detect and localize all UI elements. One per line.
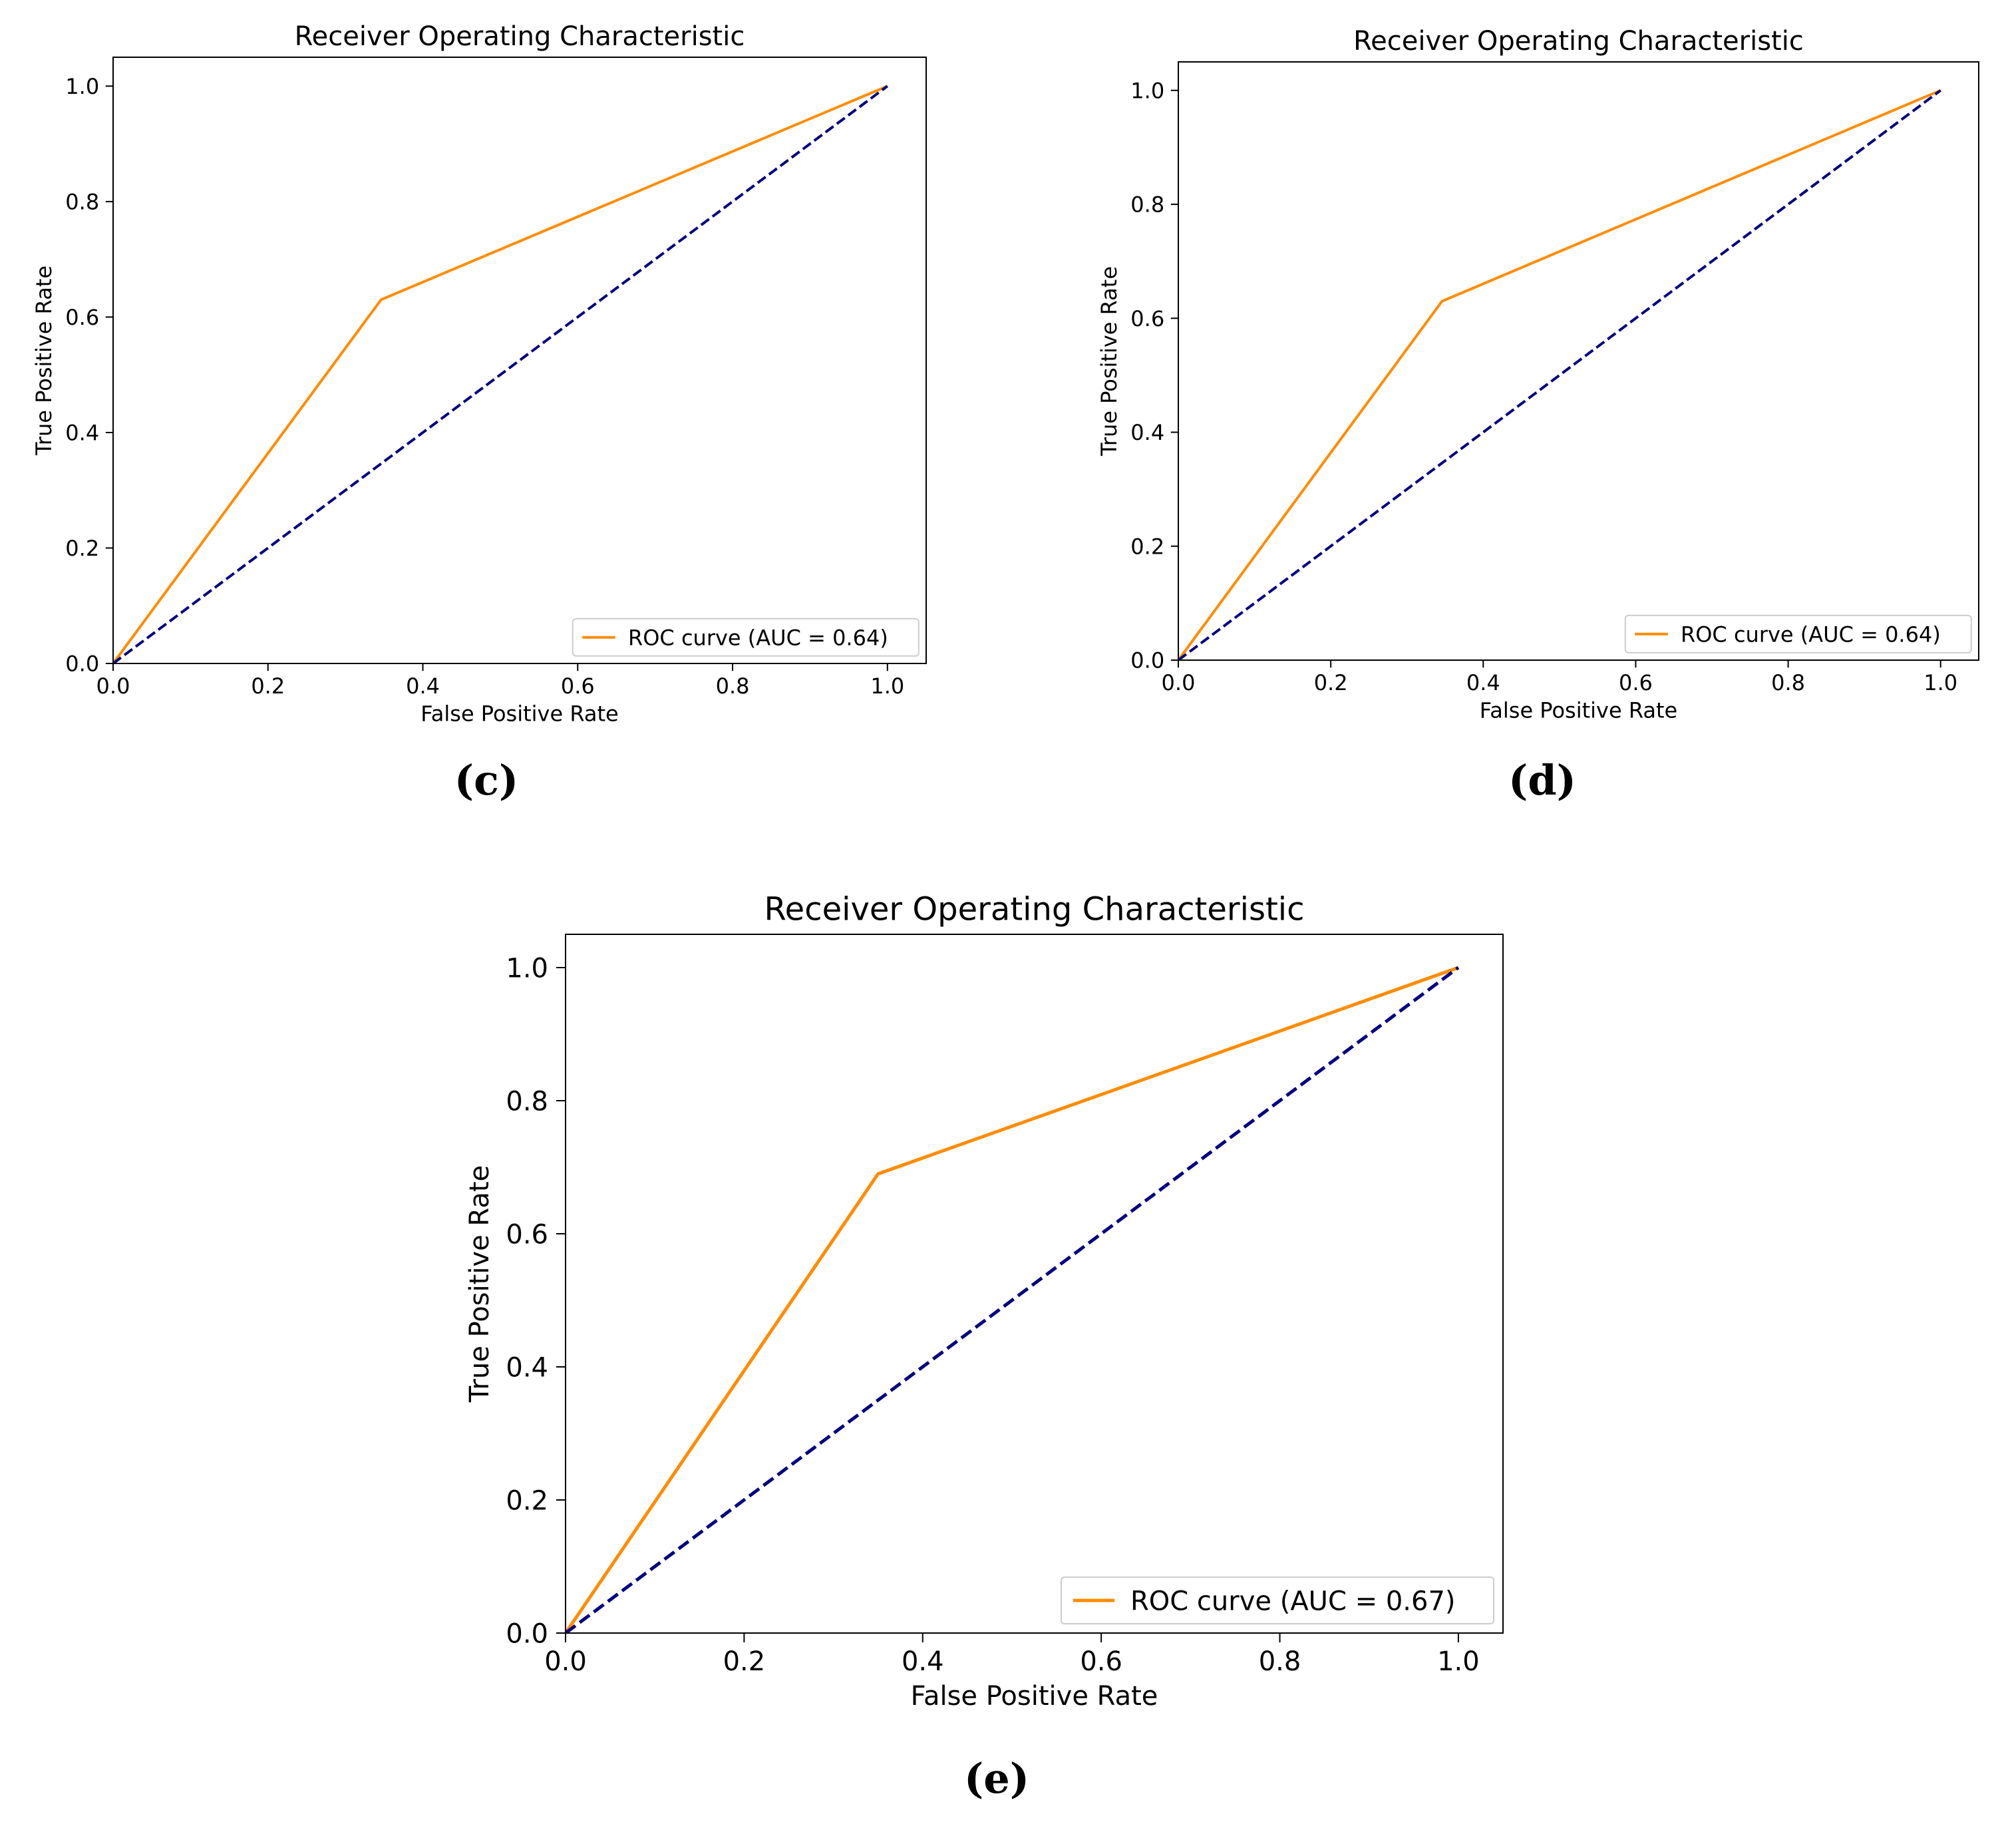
chance-diagonal-line (566, 966, 1460, 1633)
x-tick-label: 1.0 (1924, 670, 1957, 695)
roc-curve-line (113, 85, 888, 663)
x-tick-label: 0.6 (1080, 1646, 1122, 1677)
y-tick-label: 0.4 (65, 420, 99, 445)
chance-diagonal-line (113, 85, 888, 663)
chance-diagonal-line (1178, 89, 1941, 660)
roc-curve-line (566, 966, 1459, 1633)
y-tick-label: 0.0 (506, 1618, 548, 1649)
legend-box (1624, 614, 1972, 653)
x-tick-label: 0.4 (902, 1646, 944, 1677)
y-axis-label: True Positive Rate (1096, 266, 1122, 457)
y-tick-label: 0.2 (1130, 534, 1164, 559)
x-tick-label: 0.0 (1162, 670, 1196, 695)
x-tick-label: 0.0 (544, 1646, 587, 1677)
y-tick-label: 0.6 (65, 305, 99, 330)
y-tick-label: 0.4 (1130, 420, 1164, 445)
x-tick-label: 0.2 (251, 673, 285, 699)
y-tick-label: 0.4 (506, 1352, 548, 1383)
y-tick-label: 0.2 (506, 1485, 548, 1516)
roc-chart-1: 0.0 0.2 0.4 0.6 0.8 1.0 0.0 0.2 0.4 0.6 0.8 1.0 Rece… (1096, 26, 1979, 723)
x-tick-label: 0.8 (1771, 670, 1805, 695)
roc-chart-2: 0.0 0.2 0.4 0.6 0.8 1.0 0.0 0.2 0.4 0.6 0.8 1.0 Rece… (464, 890, 1504, 1712)
y-axis-label: True Positive Rate (464, 1165, 495, 1403)
y-axis-label: True Positive Rate (31, 266, 57, 456)
y-tick-label: 0.6 (506, 1219, 548, 1250)
plot-frame (1178, 61, 1979, 661)
x-tick-label: 0.2 (723, 1646, 766, 1677)
y-tick-label: 1.0 (506, 953, 548, 984)
x-tick-label: 0.0 (96, 673, 130, 699)
x-axis-label: False Positive Rate (911, 1681, 1158, 1712)
x-tick-label: 0.4 (406, 673, 440, 699)
x-tick-label: 0.6 (561, 673, 595, 699)
panel-label-c: (c) (454, 756, 519, 805)
legend-label: ROC curve (AUC = 0.64) (628, 625, 888, 650)
y-tick-label: 0.2 (65, 536, 99, 561)
roc-curve-line (1178, 89, 1941, 660)
chart-title: Receiver Operating Characteristic (1353, 26, 1804, 57)
panel-label-d: (d) (1508, 756, 1577, 805)
legend-label: ROC curve (AUC = 0.67) (1130, 1586, 1456, 1616)
plot-frame (565, 934, 1504, 1634)
x-tick-label: 1.0 (870, 673, 904, 699)
y-tick-label: 0.8 (506, 1086, 548, 1117)
y-tick-label: 1.0 (1130, 78, 1164, 103)
panel-label-e: (e) (963, 1754, 1030, 1803)
y-tick-label: 0.0 (65, 651, 99, 677)
x-tick-label: 0.2 (1314, 670, 1348, 695)
roc-chart-0: 0.0 0.2 0.4 0.6 0.8 1.0 0.0 0.2 0.4 0.6 0.8 1.0 Rece… (31, 21, 927, 726)
x-axis-label: False Positive Rate (1480, 697, 1677, 723)
legend-label: ROC curve (AUC = 0.64) (1681, 622, 1941, 647)
x-tick-label: 0.8 (1259, 1646, 1301, 1677)
x-tick-label: 1.0 (1437, 1646, 1480, 1677)
x-axis-label: False Positive Rate (420, 701, 618, 726)
chart-title: Receiver Operating Characteristic (295, 21, 745, 52)
y-tick-label: 0.8 (1130, 192, 1164, 218)
y-tick-label: 0.6 (1130, 306, 1164, 331)
x-tick-label: 0.4 (1466, 670, 1500, 695)
y-tick-label: 1.0 (65, 74, 99, 99)
plot-frame (112, 57, 927, 664)
y-tick-label: 0.0 (1130, 648, 1164, 673)
x-tick-label: 0.6 (1619, 670, 1653, 695)
y-tick-label: 0.8 (65, 189, 99, 214)
legend-box (572, 618, 920, 657)
legend-box (1061, 1576, 1494, 1624)
chart-title: Receiver Operating Characteristic (764, 890, 1304, 928)
x-tick-label: 0.8 (716, 673, 750, 699)
